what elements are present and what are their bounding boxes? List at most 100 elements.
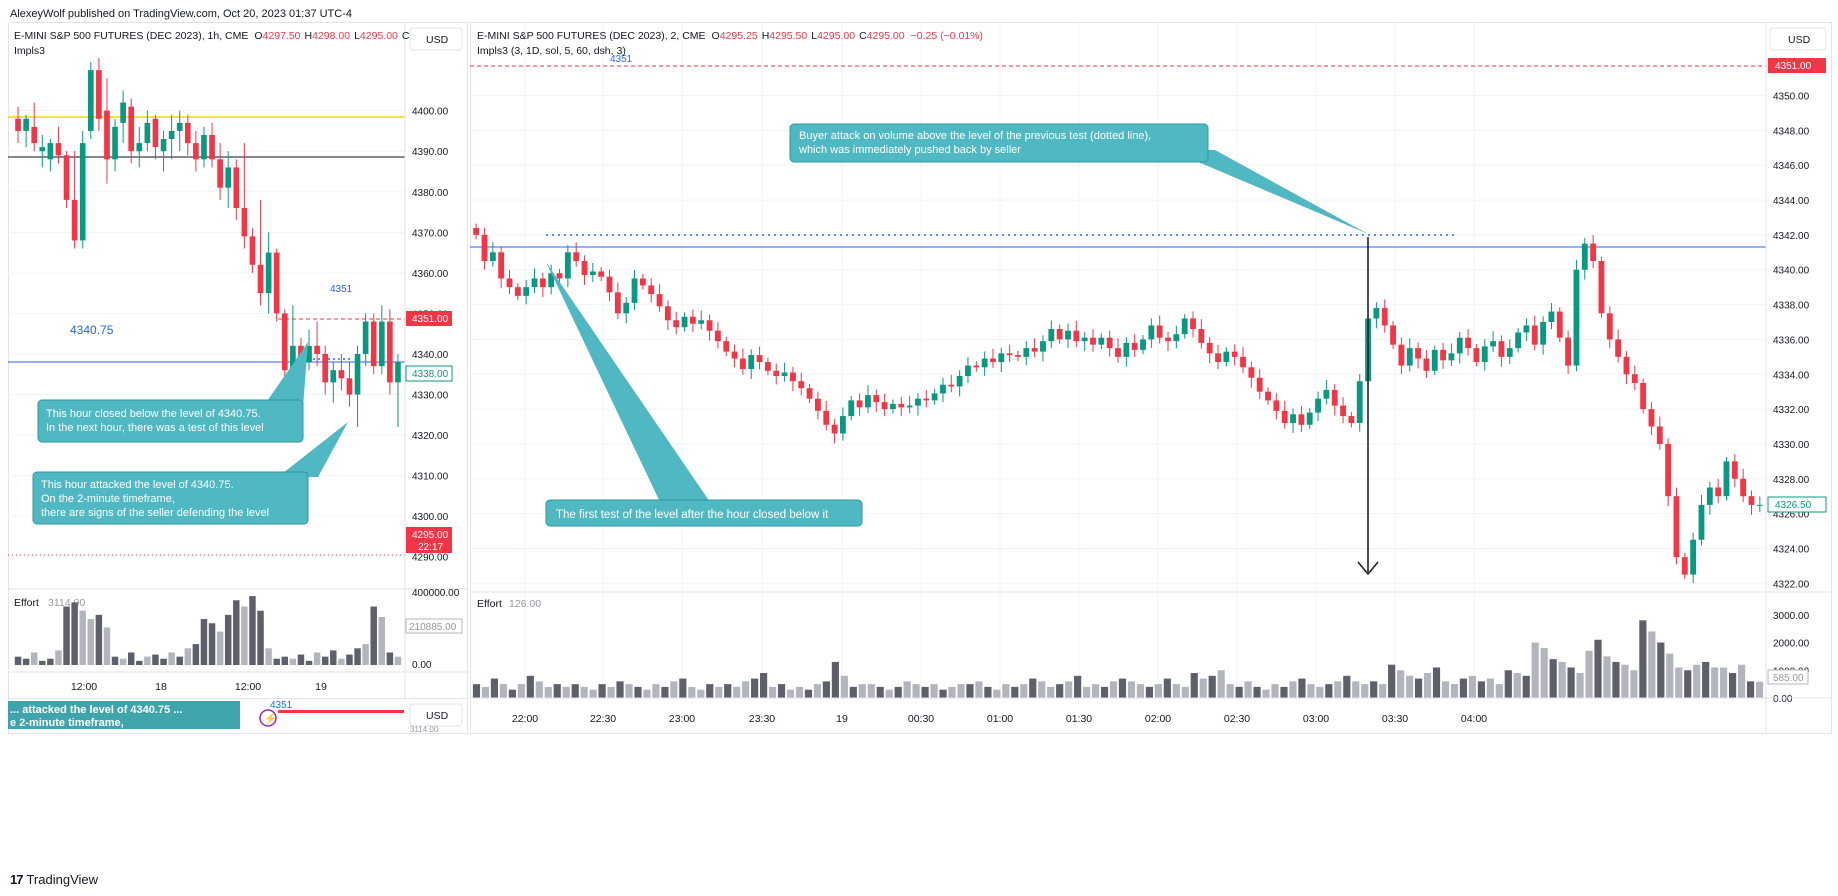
left-effort-bar	[14, 656, 22, 665]
mini-currency-button[interactable]	[409, 703, 463, 727]
left-candle-body	[160, 139, 167, 152]
callout1-pointer	[263, 342, 308, 407]
right-candle-body	[1448, 353, 1455, 361]
buyer-callout-pointer	[1170, 150, 1368, 234]
right-tag-4351-text: 4351.00	[1775, 61, 1812, 72]
tradingview-brand[interactable]: 17 TradingView	[10, 872, 98, 887]
right-candle-body	[1006, 353, 1013, 356]
left-currency-button[interactable]	[409, 27, 463, 51]
left-candle-body	[265, 252, 272, 294]
buyer-callout-box[interactable]	[789, 123, 1209, 163]
right-candle-body	[1390, 325, 1396, 345]
left-candle-body	[87, 70, 94, 131]
left-effort-bar	[241, 606, 248, 665]
right-effort-bar	[1352, 681, 1360, 698]
right-effort-bar	[688, 686, 696, 698]
right-effort-bar	[715, 686, 723, 698]
right-candle-body	[973, 365, 980, 368]
right-effort-bar	[1298, 678, 1306, 698]
right-c-value: 4295.00	[867, 30, 905, 42]
right-effort-tick: 3000.00	[1773, 611, 1810, 622]
right-candle-body	[1540, 322, 1547, 345]
level-4351-small-label: 4351	[330, 284, 353, 295]
right-candle-body	[840, 416, 846, 434]
right-effort-bar	[876, 686, 884, 698]
left-effort-bar	[224, 614, 232, 665]
right-candle-body	[1381, 308, 1388, 326]
lightning-glyph: ⚡	[264, 712, 276, 725]
tag-4295	[406, 527, 452, 553]
right-change-value: −0.25 (−0.01%)	[911, 30, 983, 42]
right-candle-body	[1698, 504, 1705, 540]
mini-currency-label: USD	[426, 710, 449, 722]
right-candle-body	[856, 400, 863, 408]
right-effort-bar	[643, 689, 651, 698]
mini-chart-panel[interactable]: ... attacked the level of 4340.75 ... e …	[8, 698, 468, 734]
right-time-tick: 01:00	[987, 713, 1013, 725]
right-effort-bar	[553, 684, 561, 698]
right-candle-body	[873, 395, 880, 403]
right-time-tick: 22:30	[590, 713, 616, 725]
callout1-box[interactable]	[37, 399, 304, 443]
right-effort-bar	[1657, 642, 1665, 698]
left-candle-body	[370, 321, 377, 367]
left-effort-bar	[160, 658, 167, 665]
right-candle-body	[648, 285, 655, 295]
right-candle-body	[948, 384, 955, 387]
right-candle-body	[806, 388, 813, 399]
left-candle-body	[395, 362, 401, 383]
left-candle-body	[346, 378, 353, 395]
right-candle-body	[1256, 377, 1263, 392]
left-h-value: 4298.00	[312, 30, 350, 42]
right-effort-bar	[1513, 673, 1521, 698]
left-time-tick: 19	[315, 681, 327, 693]
right-candle-body	[514, 287, 521, 296]
right-effort-bar	[1531, 642, 1539, 698]
right-price-tick: 4326.00	[1773, 510, 1810, 521]
right-effort-bar	[724, 684, 732, 698]
callout2-box[interactable]	[32, 471, 309, 525]
left-candle-body	[290, 345, 296, 371]
right-effort-bar	[697, 689, 705, 698]
left-candle-body	[257, 264, 264, 294]
right-effort-bar	[1630, 670, 1638, 698]
right-time-tick: 03:30	[1382, 713, 1408, 725]
level-4340-label: 4340.75	[70, 323, 114, 337]
right-price-tick: 4328.00	[1773, 475, 1810, 486]
right-time-tick: 19	[836, 713, 848, 725]
left-candle-body	[378, 321, 385, 367]
right-candle-body	[1190, 318, 1196, 329]
right-symbol: E-MINI S&P 500 FUTURES (DEC 2023), 2, CM…	[477, 30, 706, 42]
left-effort-bar	[216, 631, 224, 665]
right-effort-bar	[1056, 684, 1064, 698]
right-candle-body	[589, 271, 596, 275]
first-test-callout-box[interactable]	[545, 499, 863, 527]
right-time-axis[interactable]: 22:00 22:30 23:00 23:30 19 00:30 01:00 01:30 02:…	[512, 713, 1487, 725]
right-effort-bar	[1441, 681, 1450, 698]
right-candle-body	[1565, 337, 1572, 366]
right-effort-bar	[1163, 678, 1171, 698]
right-candle-body	[706, 320, 713, 331]
right-candle-body	[506, 278, 513, 288]
right-candle-body	[1623, 356, 1630, 375]
lightning-icon[interactable]	[259, 709, 277, 727]
left-effort-bar	[127, 652, 135, 665]
right-indicator-label: Impls3 (3, 1D, sol, 5, 60, dsh, 3)	[477, 45, 626, 57]
left-time-axis[interactable]: 12:00 18 12:00 19	[71, 681, 327, 693]
right-candle-body	[1181, 318, 1188, 335]
right-price-scale[interactable]: 4350.00 4348.00 4346.00 4344.00 4342.00 4340.…	[1773, 92, 1810, 591]
right-effort-bar	[1145, 686, 1153, 698]
right-currency-button[interactable]	[1769, 27, 1827, 51]
right-effort-bar	[1406, 675, 1414, 698]
right-candle-body	[1140, 339, 1146, 350]
right-candle-body	[1598, 261, 1605, 314]
right-candle-body	[1090, 337, 1096, 345]
right-time-tick: 22:00	[512, 713, 538, 725]
right-effort-bar	[912, 684, 920, 698]
left-chart[interactable]: 4400.004390.004380.004370.004360.004350.…	[8, 22, 468, 734]
callout2-pointer	[278, 422, 348, 477]
right-effort-bar	[1450, 684, 1459, 698]
tag-4338	[405, 365, 453, 382]
right-chart[interactable]: 4350.00 4348.00 4346.00 4344.00 4342.00 4340.…	[470, 22, 1832, 734]
right-effort-bar	[1737, 664, 1746, 698]
